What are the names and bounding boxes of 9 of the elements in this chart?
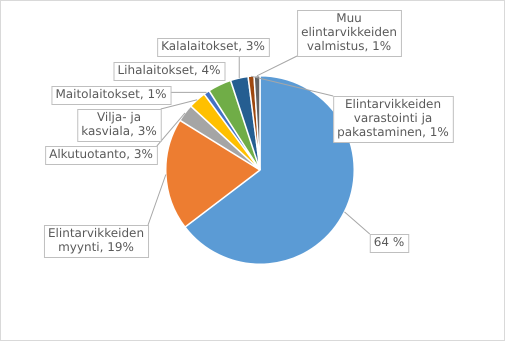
slice-label: Lihalaitokset, 4% — [117, 63, 221, 78]
data-label: 64 % — [374, 235, 404, 250]
slice-label: Maitolaitokset, 1% — [55, 87, 167, 102]
slice-label: Alkutuotanto, 3% — [49, 147, 153, 162]
slice-label: Vilja- ja kasviala, 3% — [81, 110, 157, 138]
slice-label: Elintarvikkeiden varastointi ja pakastaminen, 1% — [337, 97, 449, 140]
slice-label: Kalalaitokset, 3% — [161, 39, 265, 54]
slice-label: Muu elintarvikkeiden valmistus, 1% — [301, 11, 397, 54]
slice-label: Elintarvikkeiden myynti, 19% — [48, 226, 144, 254]
